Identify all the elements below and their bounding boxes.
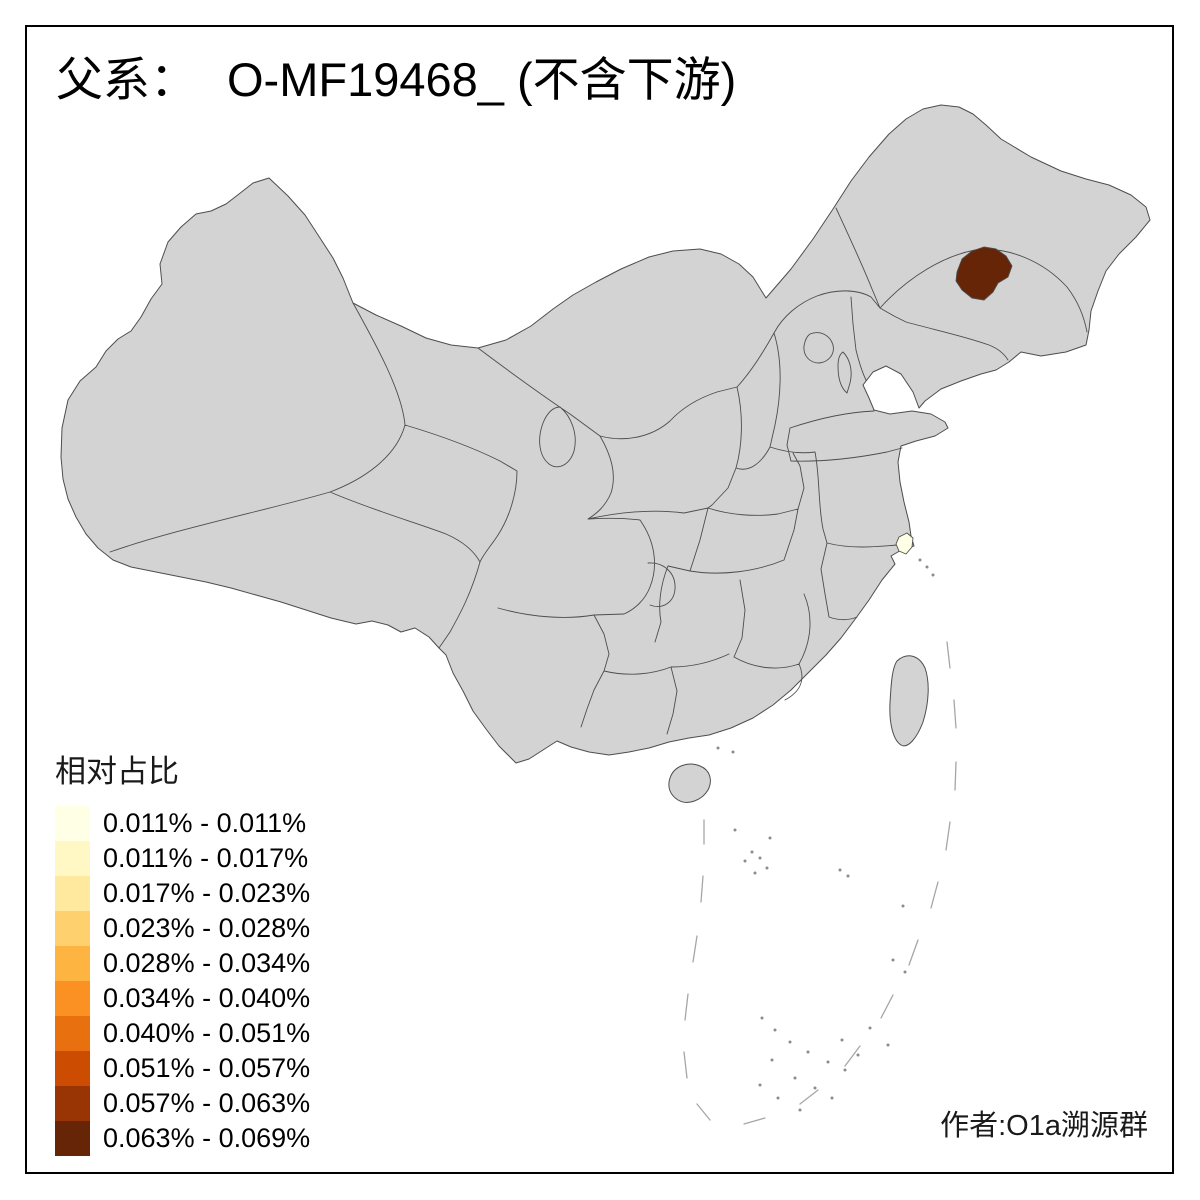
taiwan-island bbox=[889, 655, 929, 747]
nine-dash-line bbox=[683, 641, 957, 1125]
title-prefix: 父系： bbox=[56, 53, 197, 106]
legend-row: 0.017% - 0.023% bbox=[55, 876, 310, 911]
legend-title: 相对占比 bbox=[55, 754, 179, 789]
legend-swatch bbox=[55, 911, 90, 946]
legend-swatch bbox=[55, 1121, 90, 1156]
legend-label: 0.034% - 0.040% bbox=[103, 983, 311, 1013]
legend-label: 0.011% - 0.017% bbox=[103, 843, 309, 873]
legend-swatch bbox=[55, 1086, 90, 1121]
highlight-region-northeast bbox=[955, 246, 1013, 301]
legend-row: 0.057% - 0.063% bbox=[55, 1086, 310, 1121]
legend-swatch bbox=[55, 1016, 90, 1051]
legend-row: 0.023% - 0.028% bbox=[55, 911, 310, 946]
hainan-island bbox=[668, 763, 711, 803]
legend-row: 0.051% - 0.057% bbox=[55, 1051, 310, 1086]
author-credit: 作者:O1a溯源群 bbox=[940, 1110, 1148, 1142]
legend-swatch bbox=[55, 876, 90, 911]
legend-row: 0.034% - 0.040% bbox=[55, 981, 310, 1016]
sea-islands bbox=[716, 558, 935, 1112]
legend-items: 0.011% - 0.011% 0.011% - 0.017% 0.017% - 0… bbox=[55, 806, 310, 1156]
legend-label: 0.040% - 0.051% bbox=[103, 1018, 311, 1048]
legend-label: 0.057% - 0.063% bbox=[103, 1088, 311, 1118]
legend-label: 0.011% - 0.011% bbox=[103, 808, 307, 838]
title-haplogroup: O-MF19468_ bbox=[227, 53, 504, 106]
legend-row: 0.040% - 0.051% bbox=[55, 1016, 310, 1051]
legend-row: 0.011% - 0.017% bbox=[55, 841, 310, 876]
page-title: 父系： O-MF19468_ (不含下游) bbox=[56, 54, 736, 106]
legend-row: 0.011% - 0.011% bbox=[55, 806, 310, 841]
legend-swatch bbox=[55, 981, 90, 1016]
legend-swatch bbox=[55, 946, 90, 981]
legend-swatch bbox=[55, 1051, 90, 1086]
legend-row: 0.063% - 0.069% bbox=[55, 1121, 310, 1156]
legend: 相对占比 0.011% - 0.011% 0.011% - 0.017% 0.017… bbox=[55, 746, 310, 1156]
legend-swatch bbox=[55, 841, 90, 876]
legend-label: 0.023% - 0.028% bbox=[103, 913, 311, 943]
mainland-region bbox=[60, 104, 1151, 764]
legend-label: 0.017% - 0.023% bbox=[103, 878, 311, 908]
highlight-region-shanghai bbox=[895, 532, 914, 555]
title-suffix: (不含下游) bbox=[503, 53, 737, 106]
legend-label: 0.051% - 0.057% bbox=[103, 1053, 311, 1083]
legend-label: 0.028% - 0.034% bbox=[103, 948, 311, 978]
province-borders bbox=[109, 207, 1088, 735]
legend-swatch bbox=[55, 806, 90, 841]
legend-label: 0.063% - 0.069% bbox=[103, 1123, 311, 1153]
legend-row: 0.028% - 0.034% bbox=[55, 946, 310, 981]
